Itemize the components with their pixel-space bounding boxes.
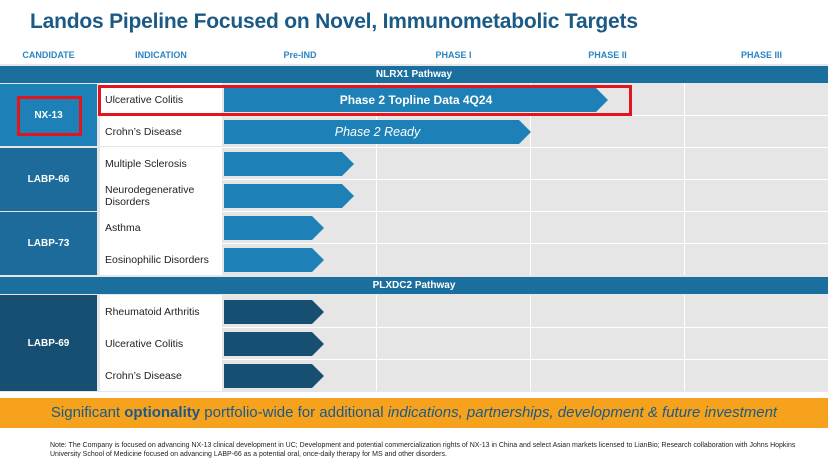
candidate-labp66: LABP-66 [0,148,97,211]
pathway-band-nlrx1: NLRX1 Pathway [0,66,828,83]
indication-crohns-disease: Crohn’s Disease [105,125,182,138]
candidate-labp73: LABP-73 [0,212,97,275]
candidate-labp69: LABP-69 [0,295,97,391]
bar-arrow-shape [224,300,324,324]
column-header-phase3: PHASE III [740,50,782,60]
grid-line [100,211,828,212]
banner-text-1: Significant [50,404,125,421]
bar-arrow-shape [224,184,354,208]
banner-text-3: portfolio-wide for additional [200,404,388,421]
grid-line [684,295,685,391]
progress-bar-labp66-neuro [224,184,354,208]
column-header-preind: Pre-IND [283,50,317,60]
progress-bar-labp73-asthma [224,216,324,240]
indication-cell [100,295,222,391]
column-header-phase1: PHASE I [435,50,472,60]
indication-ulcerative-colitis: Ulcerative Colitis [105,93,184,106]
column-header-candidate: CANDIDATE [22,50,75,60]
highlight-box-topline [98,85,632,116]
grid-line [100,327,828,328]
bar-arrow-shape [224,248,324,272]
bar-arrow-shape [224,364,324,388]
bar-arrow-shape [224,216,324,240]
progress-bar-labp69-ra [224,300,324,324]
grid-line [376,295,377,391]
highlight-box-candidate [17,96,82,136]
column-header-phase2: PHASE II [588,50,627,60]
indication-asthma: Asthma [105,221,141,234]
indication-rheumatoid-arthritis: Rheumatoid Arthritis [105,305,200,318]
indication-crohns-disease: Crohn’s Disease [105,369,182,382]
progress-bar-nx13-uc: Phase 2 Topline Data 4Q24 [224,88,608,112]
progress-bar-labp69-uc [224,332,324,356]
column-header-indication: INDICATION [135,50,187,60]
pathway-band-plxdc2: PLXDC2 Pathway [0,277,828,294]
indication-neurodegenerative-disorders: Neurodegenerative Disorders [105,183,195,208]
grid-line [100,179,828,180]
bar-label-topline: Phase 2 Topline Data 4Q24 [339,93,493,107]
indication-multiple-sclerosis: Multiple Sclerosis [105,157,187,170]
progress-bar-labp73-eos [224,248,324,272]
progress-bar-labp66-ms [224,152,354,176]
bar-arrow-shape [224,88,608,112]
indication-ulcerative-colitis: Ulcerative Colitis [105,337,184,350]
bar-arrow-shape [224,152,354,176]
grid-line [530,295,531,391]
page-title: Landos Pipeline Focused on Novel, Immuno… [30,10,638,33]
grid-line [100,243,828,244]
footnote: Note: The Company is focused on advancin… [50,442,796,458]
grid-line [100,147,828,148]
bar-arrow-shape [224,332,324,356]
indication-eosinophilic-disorders: Eosinophilic Disorders [105,253,209,266]
bar-label-phase2-ready: Phase 2 Ready [334,125,421,139]
banner-text-4: indications, partnerships, development &… [387,404,778,421]
progress-bar-nx13-cd: Phase 2 Ready [224,120,531,144]
grid-line [100,359,828,360]
progress-bar-labp69-cd [224,364,324,388]
bar-arrow-shape [224,120,531,144]
banner-text-2: optionality [124,404,201,421]
optionality-banner: Significant optionality portfolio-wide f… [0,398,828,428]
